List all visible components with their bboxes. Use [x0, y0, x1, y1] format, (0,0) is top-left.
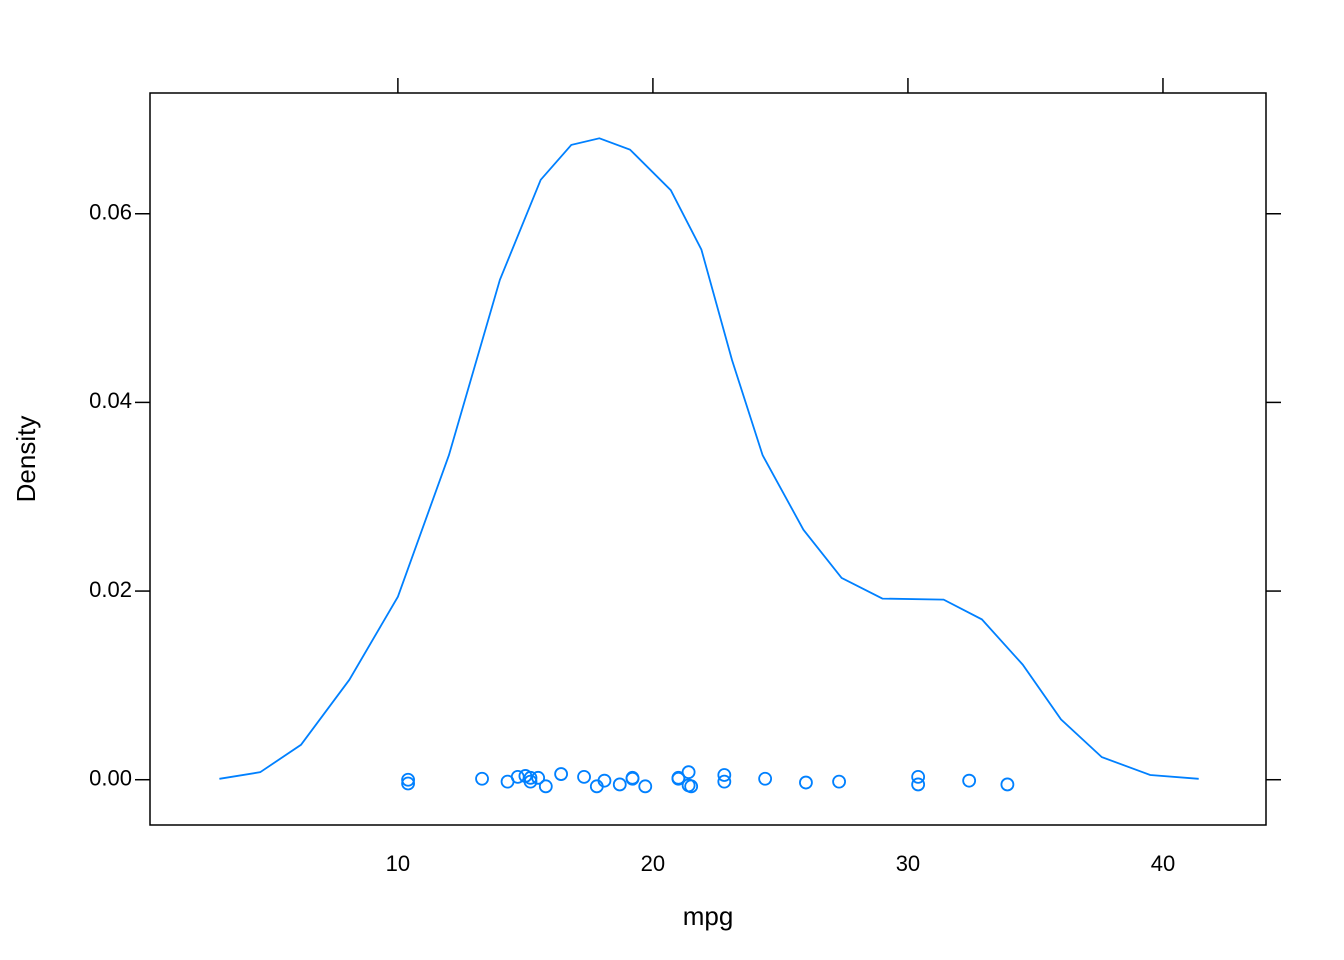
data-point [589, 779, 604, 794]
data-point [531, 770, 546, 785]
data-point [401, 772, 415, 787]
data-point [554, 767, 569, 781]
y-tick-label: 0.00 [89, 766, 132, 791]
y-tick-label: 0.06 [89, 200, 132, 225]
data-point [911, 769, 926, 784]
data-point [962, 773, 977, 788]
x-axis-label: mpg [683, 901, 734, 931]
plot-frame [149, 92, 1267, 826]
x-tick-label: 20 [641, 851, 665, 876]
data-point [911, 777, 926, 792]
data-point [577, 769, 591, 784]
y-tick-label: 0.04 [89, 388, 132, 413]
data-point [518, 769, 533, 783]
y-axis-label: Density [11, 416, 41, 503]
data-point [538, 779, 553, 794]
data-point [799, 775, 813, 790]
data-point [612, 777, 627, 792]
data-point [625, 771, 640, 786]
data-point [510, 769, 525, 784]
y-tick-label: 0.02 [89, 577, 132, 602]
density-curve [219, 137, 1199, 780]
data-point [717, 774, 732, 789]
data-point [638, 779, 653, 794]
data-point [475, 771, 489, 786]
x-tick-label: 10 [386, 851, 410, 876]
data-point [681, 778, 696, 793]
data-point [401, 776, 415, 791]
data-point [681, 765, 696, 780]
data-point [832, 774, 846, 789]
data-point [717, 768, 732, 782]
data-point [1000, 777, 1015, 792]
x-tick-label: 40 [1151, 851, 1175, 876]
data-point [671, 771, 686, 786]
data-point [758, 771, 773, 786]
x-tick-label: 30 [896, 851, 920, 876]
